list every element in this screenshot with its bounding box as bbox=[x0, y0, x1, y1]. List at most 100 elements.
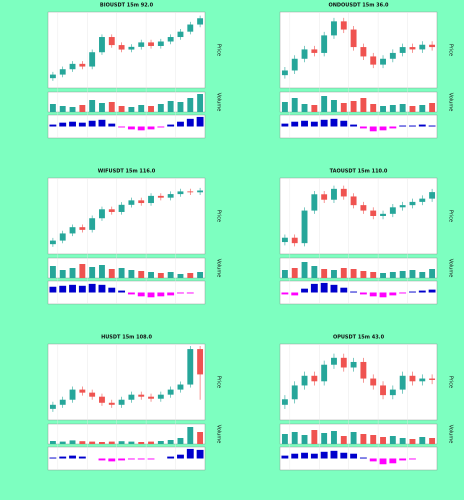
candle-body bbox=[157, 394, 164, 399]
candle-body bbox=[389, 207, 396, 214]
volume-bar bbox=[311, 430, 318, 444]
panel bbox=[47, 343, 206, 421]
volume-bar bbox=[281, 102, 288, 112]
candle-body bbox=[118, 399, 125, 405]
candle-body bbox=[128, 394, 135, 400]
macd-bar bbox=[320, 451, 328, 459]
candle-body bbox=[350, 196, 357, 206]
candle-body bbox=[69, 227, 76, 234]
macd-bar bbox=[369, 458, 377, 462]
macd-bar bbox=[310, 283, 318, 293]
volume-bar bbox=[399, 104, 406, 112]
macd-bar bbox=[157, 292, 165, 297]
macd-bar bbox=[369, 126, 377, 132]
volume-bar bbox=[409, 270, 416, 278]
macd-bar bbox=[137, 126, 145, 131]
candle-body bbox=[69, 63, 76, 70]
macd-bar bbox=[167, 456, 175, 459]
candle-body bbox=[409, 201, 416, 206]
macd-bar bbox=[409, 458, 416, 460]
volume-bar bbox=[370, 435, 377, 444]
macd-bar bbox=[409, 125, 416, 127]
y-axis-label: Price bbox=[216, 210, 222, 222]
candle-body bbox=[167, 37, 174, 42]
panel bbox=[47, 11, 206, 89]
candle-body bbox=[340, 357, 347, 368]
macd-bar bbox=[98, 458, 106, 461]
volume-bar bbox=[157, 441, 164, 444]
candle-body bbox=[118, 45, 125, 50]
panel bbox=[47, 177, 206, 255]
candle-body bbox=[59, 69, 66, 75]
volume-bar bbox=[197, 432, 204, 444]
macd-bar bbox=[49, 286, 57, 293]
candle-body bbox=[197, 18, 204, 25]
candle-body bbox=[389, 52, 396, 59]
macd-bar bbox=[389, 458, 397, 464]
macd-bar bbox=[340, 287, 348, 293]
volume-bar bbox=[429, 269, 436, 278]
candle-body bbox=[370, 210, 377, 216]
volume-bar bbox=[380, 437, 386, 444]
volume-bar bbox=[59, 270, 66, 278]
candle-body bbox=[409, 375, 416, 382]
volume-bar bbox=[99, 265, 105, 278]
volume-bar bbox=[187, 273, 194, 278]
candle-body bbox=[321, 194, 328, 200]
macd-bar bbox=[301, 120, 308, 127]
candle-body bbox=[177, 384, 184, 390]
candle-body bbox=[301, 375, 308, 386]
volume-bar bbox=[157, 273, 164, 278]
macd-bar bbox=[291, 121, 299, 127]
y-axis-label: Price bbox=[448, 376, 454, 388]
candle-body bbox=[350, 361, 357, 368]
macd-bar bbox=[350, 124, 358, 127]
chart-title: ONDOUSDT 15m 36.0 bbox=[328, 3, 389, 9]
chart-title: OPUSDT 15m 43.0 bbox=[333, 335, 385, 341]
volume-bar bbox=[167, 272, 174, 278]
volume-bar bbox=[419, 272, 426, 278]
macd-bar bbox=[291, 292, 299, 296]
volume-bar bbox=[409, 106, 416, 112]
candle-body bbox=[108, 402, 115, 405]
macd-bar bbox=[196, 449, 204, 459]
candle-body bbox=[197, 190, 204, 193]
candle-body bbox=[429, 44, 436, 48]
candle-body bbox=[360, 47, 367, 57]
macd-bar bbox=[98, 119, 106, 127]
macd-bar bbox=[147, 458, 155, 460]
volume-bar bbox=[350, 269, 357, 278]
candle-body bbox=[148, 42, 154, 46]
candle-body bbox=[138, 42, 145, 47]
macd-bar bbox=[281, 292, 289, 295]
macd-bar bbox=[186, 448, 194, 459]
volume-bar bbox=[177, 102, 184, 112]
macd-bar bbox=[350, 291, 358, 293]
macd-bar bbox=[379, 126, 387, 131]
volume-bar bbox=[331, 270, 337, 278]
macd-bar bbox=[127, 458, 135, 460]
candle-body bbox=[380, 385, 386, 396]
macd-bar bbox=[428, 289, 436, 293]
macd-bar bbox=[59, 122, 67, 127]
volume-bar bbox=[118, 268, 125, 278]
candle-body bbox=[380, 213, 386, 216]
chart-title: WIFUSDT 15m 116.0 bbox=[98, 169, 156, 175]
volume-bar bbox=[79, 264, 86, 278]
candle-body bbox=[49, 74, 56, 79]
macd-bar bbox=[379, 458, 387, 465]
macd-bar bbox=[147, 292, 155, 298]
volume-bar bbox=[321, 433, 328, 444]
candle-body bbox=[340, 188, 347, 197]
candle-body bbox=[429, 378, 436, 380]
volume-bar bbox=[49, 104, 56, 112]
volume-bar bbox=[187, 98, 194, 112]
volume-bar bbox=[419, 105, 426, 112]
volume-label: Volume bbox=[216, 425, 222, 444]
candle-body bbox=[89, 52, 96, 67]
volume-bar bbox=[148, 441, 154, 444]
candle-body bbox=[321, 364, 328, 382]
macd-bar bbox=[69, 455, 76, 459]
volume-bar bbox=[389, 105, 396, 112]
volume-bar bbox=[167, 101, 174, 112]
